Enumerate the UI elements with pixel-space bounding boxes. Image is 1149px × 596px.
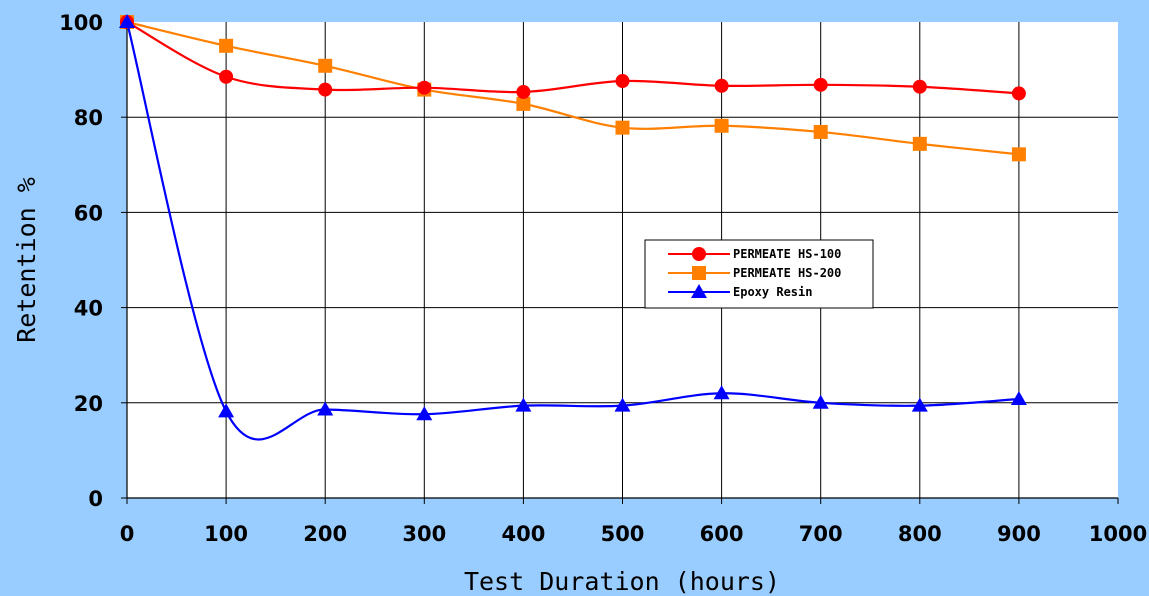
y-tick-label: 80	[74, 106, 103, 130]
x-tick-label: 500	[601, 522, 645, 546]
legend-entry: PERMEATE HS-200	[668, 266, 841, 280]
series-line	[126, 21, 1019, 95]
data-point	[614, 397, 631, 412]
series-layer	[119, 14, 1027, 441]
data-point	[219, 69, 234, 84]
y-tick-label: 0	[88, 487, 103, 511]
data-point	[714, 118, 729, 133]
tick-labels: 0 100 200 300 400 500 600 700 800 900 1000 0 20 40 60 8…	[59, 11, 1147, 546]
data-point	[615, 74, 630, 89]
data-point	[417, 80, 432, 95]
series-line	[126, 20, 1020, 156]
legend: PERMEATE HS-100 PERMEATE HS-200 Epoxy Resi…	[644, 239, 874, 309]
data-point	[119, 14, 135, 28]
data-point	[416, 406, 433, 421]
data-point	[318, 58, 333, 73]
data-point	[515, 397, 532, 412]
data-point	[516, 84, 531, 99]
y-tick-label: 20	[74, 392, 103, 416]
x-tick-label: 100	[204, 522, 248, 546]
x-axis-title: Test Duration (hours)	[464, 567, 780, 596]
data-point	[317, 401, 334, 416]
data-point	[615, 120, 630, 135]
data-point	[911, 397, 928, 412]
data-point	[912, 136, 927, 151]
x-tick-label: 400	[501, 522, 545, 546]
legend-marker	[692, 266, 706, 280]
data-point	[219, 38, 234, 53]
legend-label: PERMEATE HS-200	[733, 266, 841, 280]
x-tick-label: 700	[799, 522, 843, 546]
data-point	[812, 394, 829, 409]
y-tick-label: 40	[74, 297, 103, 321]
x-tick-label: 200	[303, 522, 347, 546]
legend-entry: Epoxy Resin	[668, 284, 812, 299]
data-point	[318, 82, 333, 97]
data-point	[1011, 86, 1026, 101]
series-permeate-hs-100	[120, 15, 1026, 101]
y-tick-label: 60	[74, 201, 103, 225]
x-tick-label: 1000	[1089, 522, 1147, 546]
x-tick-label: 600	[700, 522, 744, 546]
data-point	[813, 77, 828, 92]
x-tick-label: 300	[402, 522, 446, 546]
data-point	[1010, 390, 1027, 405]
x-tick-label: 800	[898, 522, 942, 546]
axes	[121, 21, 1119, 504]
x-tick-label: 0	[120, 522, 135, 546]
data-point	[813, 124, 828, 139]
data-point	[218, 403, 235, 418]
legend-marker	[692, 247, 706, 261]
data-point	[1011, 147, 1026, 162]
legend-label: PERMEATE HS-100	[733, 247, 841, 261]
x-tick-label: 900	[997, 522, 1041, 546]
series-epoxy-resin	[119, 14, 1027, 441]
data-point	[912, 79, 927, 94]
data-point	[516, 96, 531, 111]
data-point	[714, 78, 729, 93]
series-permeate-hs-200	[120, 15, 1026, 162]
y-tick-label: 100	[59, 11, 103, 35]
legend-marker	[691, 284, 707, 298]
data-point	[713, 385, 730, 400]
legend-entry: PERMEATE HS-100	[668, 247, 841, 261]
y-axis-title: Retention %	[12, 177, 41, 343]
legend-label: Epoxy Resin	[733, 285, 812, 299]
